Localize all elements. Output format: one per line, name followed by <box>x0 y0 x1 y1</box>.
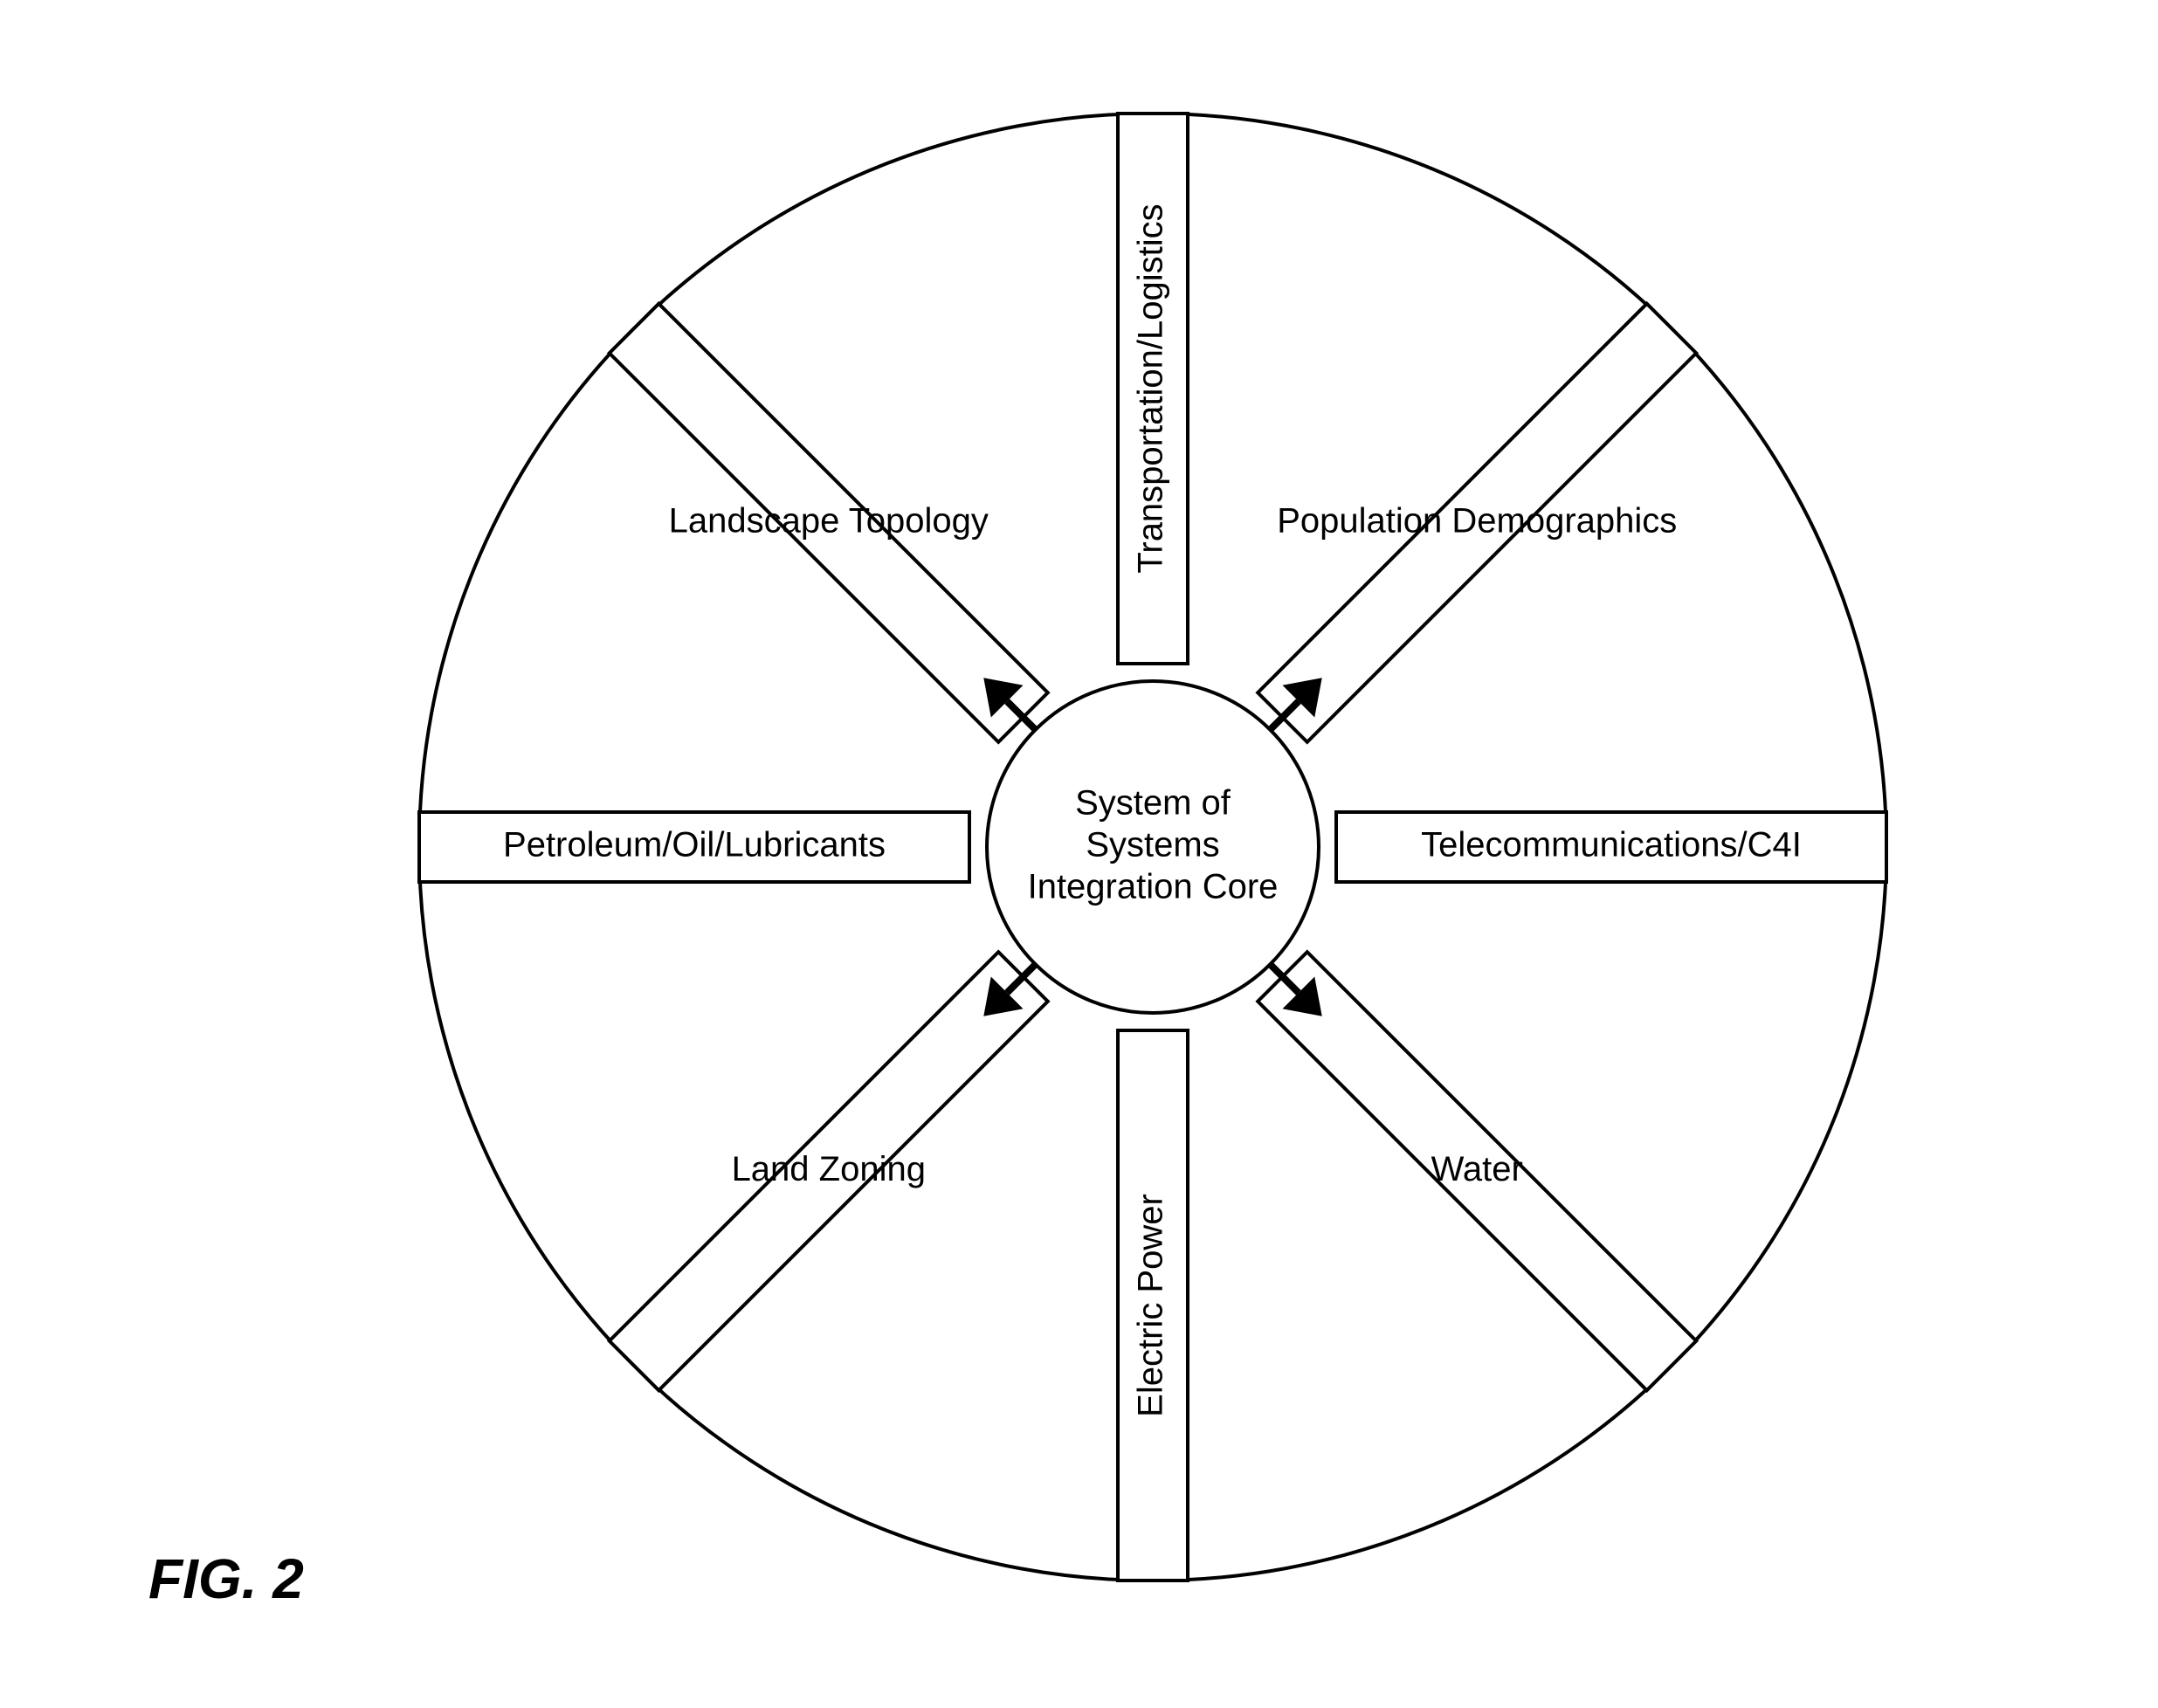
core-label-line: Systems <box>1086 826 1219 864</box>
core-label-line: System of <box>1075 784 1231 823</box>
spoke-label: Telecommunications/C4I <box>1421 826 1802 864</box>
spoke-2: Telecommunications/C4I <box>1336 812 1886 882</box>
spoke-0: Transportation/Logistics <box>1118 114 1188 664</box>
spoke-label: Electric Power <box>1132 1194 1170 1417</box>
spoke-6: Petroleum/Oil/Lubricants <box>419 812 969 882</box>
figure-label: FIG. 2 <box>148 1547 304 1610</box>
systems-diagram: Transportation/Logistics Population Demog… <box>0 0 2158 1708</box>
spoke-label: Petroleum/Oil/Lubricants <box>503 826 886 864</box>
spoke-label: Land Zoning <box>732 1150 926 1188</box>
spoke-label: Transportation/Logistics <box>1132 203 1170 573</box>
spoke-label: Population Demographics <box>1277 501 1677 540</box>
core-label-line: Integration Core <box>1028 868 1279 906</box>
spoke-label: Landscape Topology <box>669 501 989 540</box>
diagram-root: Transportation/Logistics Population Demog… <box>0 0 2158 1708</box>
spoke-label: Water <box>1431 1150 1523 1188</box>
spoke-4: Electric Power <box>1118 1030 1188 1581</box>
